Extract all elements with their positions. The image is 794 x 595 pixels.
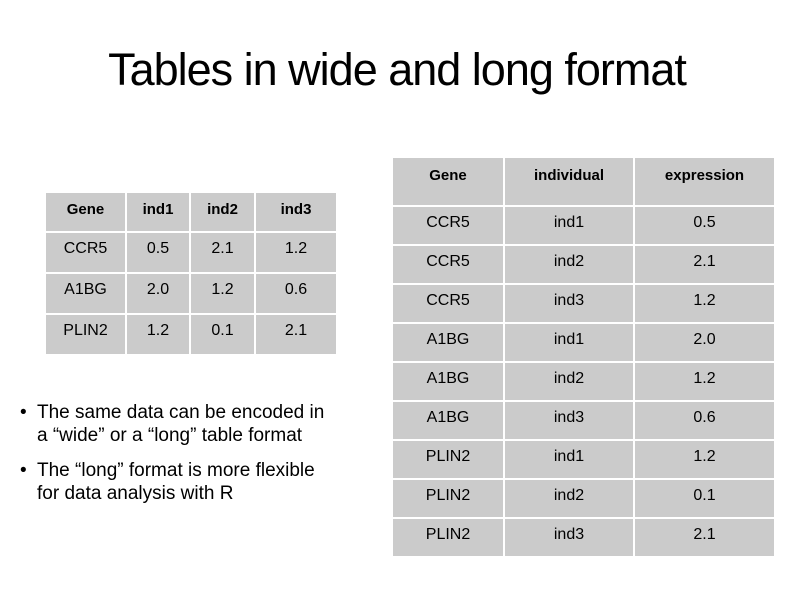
- table-cell: ind1: [503, 322, 635, 363]
- table-cell: CCR5: [391, 205, 505, 246]
- table-cell: A1BG: [391, 361, 505, 402]
- table-cell: 2.1: [189, 231, 256, 274]
- long-format-table: Gene individual expression CCR5 ind1 0.5 CCR5…: [391, 156, 776, 558]
- table-cell: PLIN2: [44, 313, 127, 356]
- list-item: • The same data can be encoded in a “wid…: [20, 401, 333, 447]
- column-header: Gene: [391, 156, 505, 207]
- table-cell: A1BG: [391, 400, 505, 441]
- table-cell: 0.1: [189, 313, 256, 356]
- bullet-list: • The same data can be encoded in a “wid…: [20, 401, 333, 517]
- long-table-header: Gene individual expression: [391, 156, 776, 207]
- bullet-text: The same data can be encoded in a “wide”…: [37, 402, 325, 446]
- table-cell: 0.6: [633, 400, 776, 441]
- table-row: PLIN2 ind1 1.2: [391, 439, 776, 480]
- table-cell: 1.2: [633, 439, 776, 480]
- column-header: ind3: [254, 191, 338, 233]
- table-cell: CCR5: [391, 283, 505, 324]
- table-row: A1BG ind2 1.2: [391, 361, 776, 402]
- table-cell: 1.2: [189, 272, 256, 315]
- table-cell: PLIN2: [391, 478, 505, 519]
- table-cell: 1.2: [633, 361, 776, 402]
- table-cell: 0.5: [633, 205, 776, 246]
- column-header: Gene: [44, 191, 127, 233]
- wide-table-header: Gene ind1 ind2 ind3: [44, 191, 338, 233]
- table-cell: 0.5: [125, 231, 191, 274]
- table-row: CCR5 0.5 2.1 1.2: [44, 231, 338, 274]
- table-cell: ind2: [503, 244, 635, 285]
- table-cell: A1BG: [391, 322, 505, 363]
- table-row: A1BG ind3 0.6: [391, 400, 776, 441]
- bullet-icon: •: [20, 402, 27, 423]
- long-table-body: CCR5 ind1 0.5 CCR5 ind2 2.1 CCR5 ind3 1.2 A1BG ind…: [391, 205, 776, 558]
- table-cell: 1.2: [254, 231, 338, 274]
- wide-table-body: CCR5 0.5 2.1 1.2 A1BG 2.0 1.2 0.6 PLIN2 1.2 0.1 2.1: [44, 231, 338, 356]
- table-cell: 0.1: [633, 478, 776, 519]
- table-cell: CCR5: [44, 231, 127, 274]
- table-cell: CCR5: [391, 244, 505, 285]
- table-cell: 1.2: [633, 283, 776, 324]
- column-header: individual: [503, 156, 635, 207]
- bullet-text: The “long” format is more flexible for d…: [37, 460, 315, 504]
- page-title: Tables in wide and long format: [108, 44, 687, 95]
- list-item: • The “long” format is more flexible for…: [20, 459, 333, 505]
- table-cell: 2.1: [633, 517, 776, 558]
- table-cell: PLIN2: [391, 517, 505, 558]
- column-header: expression: [633, 156, 776, 207]
- table-cell: ind3: [503, 517, 635, 558]
- table-row: PLIN2 ind2 0.1: [391, 478, 776, 519]
- table-cell: 2.0: [633, 322, 776, 363]
- table-cell: A1BG: [44, 272, 127, 315]
- table-cell: 1.2: [125, 313, 191, 356]
- header-row: Gene individual expression: [391, 156, 776, 207]
- column-header: ind1: [125, 191, 191, 233]
- column-header: ind2: [189, 191, 256, 233]
- table-row: A1BG ind1 2.0: [391, 322, 776, 363]
- bullet-icon: •: [20, 460, 27, 481]
- table-row: CCR5 ind3 1.2: [391, 283, 776, 324]
- table-cell: ind2: [503, 478, 635, 519]
- table-cell: PLIN2: [391, 439, 505, 480]
- table-cell: 2.1: [633, 244, 776, 285]
- header-row: Gene ind1 ind2 ind3: [44, 191, 338, 233]
- table-row: CCR5 ind2 2.1: [391, 244, 776, 285]
- table-cell: ind1: [503, 205, 635, 246]
- table-row: PLIN2 ind3 2.1: [391, 517, 776, 558]
- table-row: PLIN2 1.2 0.1 2.1: [44, 313, 338, 356]
- table-cell: 2.0: [125, 272, 191, 315]
- table-row: A1BG 2.0 1.2 0.6: [44, 272, 338, 315]
- wide-format-table: Gene ind1 ind2 ind3 CCR5 0.5 2.1 1.2 A1BG 2.0 1.2…: [44, 191, 338, 356]
- table-cell: ind1: [503, 439, 635, 480]
- table-row: CCR5 ind1 0.5: [391, 205, 776, 246]
- table-cell: ind2: [503, 361, 635, 402]
- table-cell: 2.1: [254, 313, 338, 356]
- table-cell: 0.6: [254, 272, 338, 315]
- table-cell: ind3: [503, 283, 635, 324]
- table-cell: ind3: [503, 400, 635, 441]
